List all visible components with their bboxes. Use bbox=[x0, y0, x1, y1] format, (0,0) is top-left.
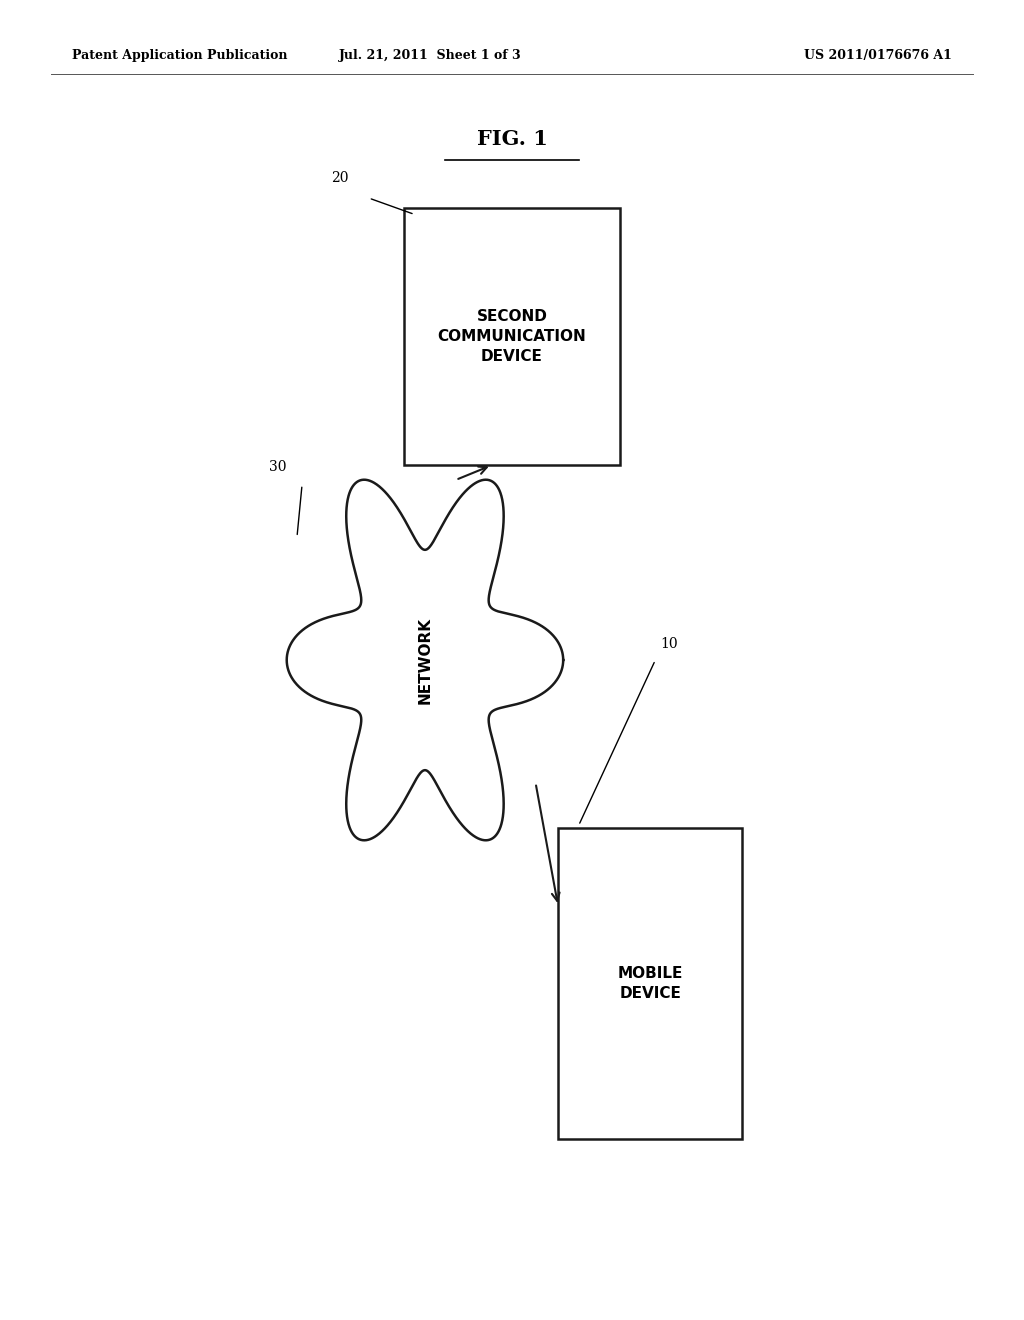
Bar bbox=[404, 209, 620, 466]
Text: SECOND
COMMUNICATION
DEVICE: SECOND COMMUNICATION DEVICE bbox=[437, 309, 587, 364]
Text: 10: 10 bbox=[660, 636, 678, 651]
Text: Jul. 21, 2011  Sheet 1 of 3: Jul. 21, 2011 Sheet 1 of 3 bbox=[339, 49, 521, 62]
Text: Patent Application Publication: Patent Application Publication bbox=[72, 49, 287, 62]
Text: NETWORK: NETWORK bbox=[418, 616, 432, 704]
Text: FIG. 1: FIG. 1 bbox=[476, 128, 548, 149]
Text: 30: 30 bbox=[269, 459, 287, 474]
Polygon shape bbox=[287, 479, 563, 841]
Text: MOBILE
DEVICE: MOBILE DEVICE bbox=[617, 966, 683, 1001]
Text: US 2011/0176676 A1: US 2011/0176676 A1 bbox=[805, 49, 952, 62]
Text: 20: 20 bbox=[331, 170, 348, 185]
Bar bbox=[558, 829, 742, 1138]
